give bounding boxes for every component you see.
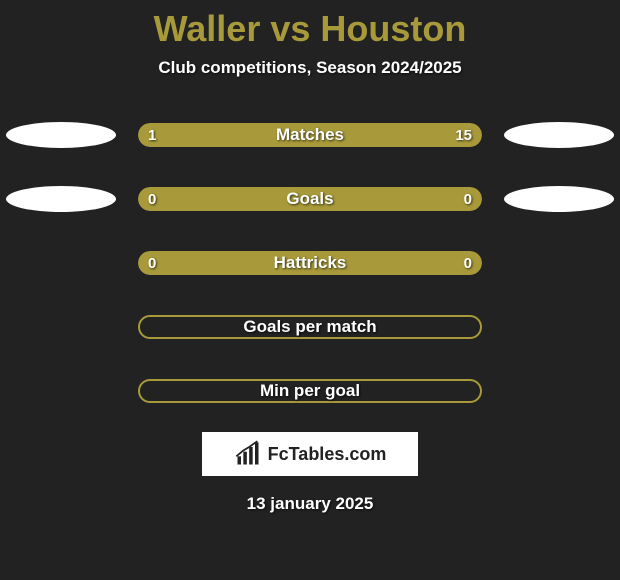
footer-date: 13 january 2025 (0, 494, 620, 514)
stat-bar-empty: Goals per match (138, 315, 482, 339)
player-left-name: Waller (154, 8, 261, 49)
stat-row: Goals per match (0, 304, 620, 350)
page-title: Waller vs Houston (0, 0, 620, 50)
chart-icon (234, 440, 262, 468)
subtitle: Club competitions, Season 2024/2025 (0, 58, 620, 78)
player-right-name: Houston (320, 8, 466, 49)
stat-row: 00Hattricks (0, 240, 620, 286)
stat-row: 115Matches (0, 112, 620, 158)
player-right-badge (504, 122, 614, 148)
logo-box[interactable]: FcTables.com (202, 432, 418, 476)
stat-label: Matches (138, 123, 482, 147)
stat-bar: 00Goals (138, 187, 482, 211)
stat-row: Min per goal (0, 368, 620, 414)
player-right-badge (504, 186, 614, 212)
logo-text: FcTables.com (268, 444, 387, 465)
stat-bar: 00Hattricks (138, 251, 482, 275)
stat-label: Hattricks (138, 251, 482, 275)
player-left-badge (6, 122, 116, 148)
stat-bar-empty: Min per goal (138, 379, 482, 403)
vs-text: vs (260, 8, 320, 49)
stat-bar: 115Matches (138, 123, 482, 147)
stat-label: Goals (138, 187, 482, 211)
player-left-badge (6, 186, 116, 212)
comparison-rows: 115Matches 00Goals 00Hattricks Goals per ma… (0, 112, 620, 414)
stat-row: 00Goals (0, 176, 620, 222)
